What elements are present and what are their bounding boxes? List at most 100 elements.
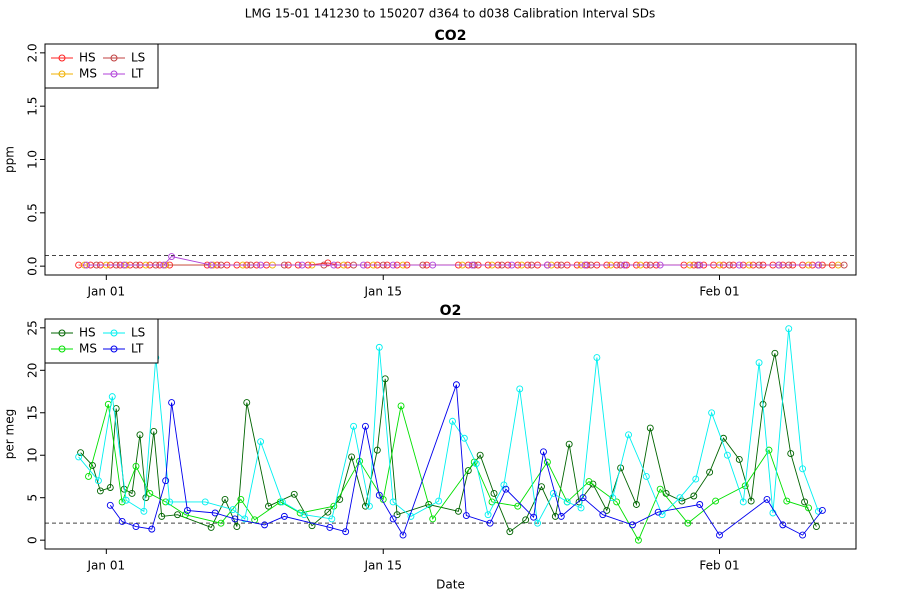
data-point [625, 431, 632, 439]
data-point [265, 502, 272, 510]
data-point [150, 428, 158, 435]
data-point [522, 516, 530, 524]
data-point [393, 511, 401, 519]
data-point [298, 261, 306, 269]
data-point [696, 261, 704, 269]
data-point [276, 498, 284, 506]
x-tick-label: Jan 15 [363, 559, 402, 573]
data-point [128, 490, 136, 497]
y-tick-label: 2.0 [26, 43, 40, 62]
data-point [365, 502, 373, 510]
data-point [452, 381, 460, 389]
data-point [516, 385, 524, 393]
data-point [840, 261, 848, 269]
series-line [78, 328, 819, 525]
data-point [577, 504, 585, 512]
data-point [201, 498, 209, 506]
data-point [634, 536, 642, 544]
data-point [530, 513, 538, 521]
x-tick-label: Feb 01 [699, 559, 739, 573]
data-point [261, 521, 269, 529]
data-point [805, 504, 812, 512]
legend-label: HS [79, 51, 96, 65]
panel-title: CO2 [435, 28, 467, 44]
data-point [565, 440, 573, 448]
data-point [735, 261, 743, 269]
x-axis-label: Date [436, 578, 465, 592]
series-line [80, 353, 817, 533]
data-point [373, 446, 381, 454]
legend-label: LT [131, 342, 144, 356]
data-point [360, 261, 367, 269]
data-point [502, 485, 510, 493]
data-point [397, 402, 405, 410]
data-point [96, 487, 104, 495]
data-point [642, 473, 650, 480]
data-point [330, 261, 338, 269]
data-point [585, 478, 593, 486]
y-tick-label: 1.0 [26, 150, 40, 169]
y-tick-label: 5 [26, 494, 40, 502]
data-point [468, 261, 476, 269]
data-point [112, 405, 120, 412]
series-line [88, 404, 809, 542]
legend-label: LS [131, 326, 145, 340]
data-point [765, 446, 773, 454]
x-tick-label: Jan 15 [363, 285, 402, 299]
data-point [429, 515, 437, 523]
data-point [540, 448, 547, 456]
data-point [454, 507, 462, 515]
data-point [632, 501, 640, 508]
data-point [720, 434, 727, 442]
data-point [723, 451, 731, 459]
x-tick-label: Jan 01 [87, 559, 126, 573]
data-point [449, 417, 456, 425]
data-point [94, 477, 102, 485]
data-point [579, 494, 587, 502]
plot-frame [44, 318, 857, 550]
data-point [136, 431, 144, 439]
data-point [755, 359, 763, 367]
data-point [237, 495, 245, 503]
y-tick-label: 0.0 [26, 257, 40, 276]
x-tick-label: Feb 01 [699, 285, 739, 299]
data-point [77, 449, 85, 457]
data-point [257, 261, 265, 269]
data-point [508, 261, 516, 269]
data-point [257, 438, 265, 446]
legend-marker [58, 70, 66, 78]
data-point [168, 399, 176, 407]
data-point [142, 494, 150, 502]
data-point [233, 523, 241, 531]
data-point [654, 508, 662, 516]
data-point [106, 501, 114, 509]
data-point [221, 495, 229, 503]
data-point [557, 512, 565, 520]
data-point [775, 261, 783, 269]
data-point [543, 261, 551, 269]
data-point [435, 497, 443, 505]
data-point [472, 460, 480, 468]
data-point [676, 494, 684, 502]
data-point [83, 261, 90, 269]
y-tick-label: 20 [26, 363, 40, 378]
plot-frame [44, 43, 857, 276]
data-point [500, 481, 508, 489]
legend-label: MS [79, 342, 97, 356]
data-point [783, 497, 791, 505]
series-line [109, 384, 823, 537]
data-point [280, 512, 288, 520]
data-point [771, 349, 779, 357]
data-point [85, 473, 92, 480]
data-point [207, 261, 215, 269]
data-point [763, 495, 771, 503]
data-point [132, 462, 140, 470]
data-point [296, 509, 304, 517]
legend-marker [58, 345, 66, 353]
data-point [168, 253, 176, 260]
data-point [118, 518, 126, 525]
legend-marker [110, 70, 118, 78]
data-point [375, 343, 383, 351]
series-line [86, 256, 819, 266]
data-point [613, 498, 621, 506]
